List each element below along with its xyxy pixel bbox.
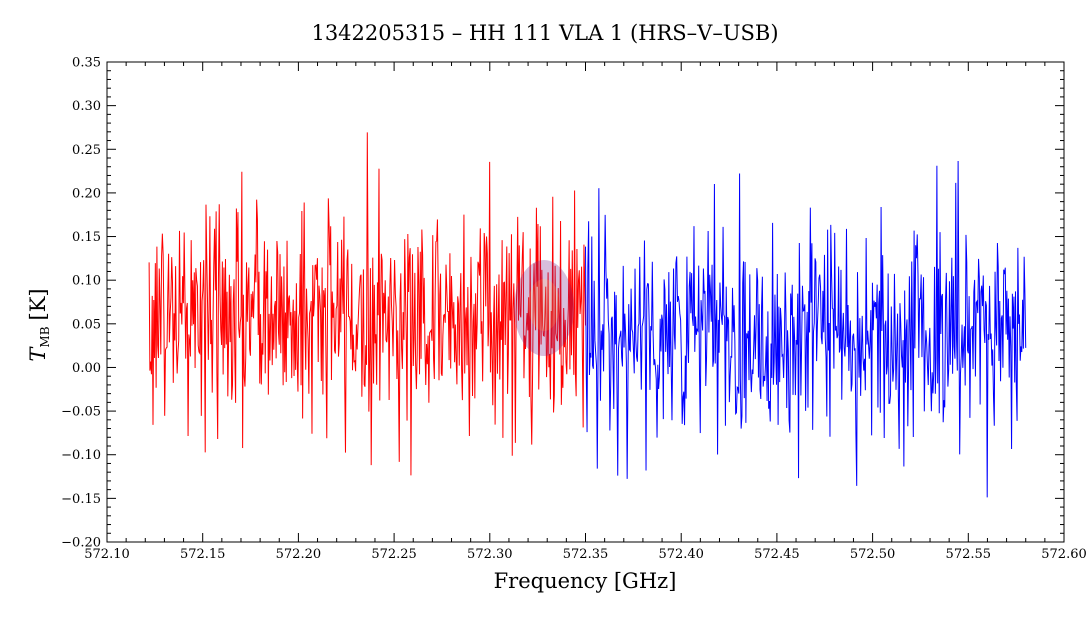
y-tick-label: −0.05: [61, 405, 101, 420]
herschel-logo: [514, 260, 574, 356]
y-axis-title-sub: MB: [38, 326, 52, 347]
x-tick-label: 572.10: [84, 547, 130, 562]
x-tick-label: 572.25: [371, 547, 417, 562]
y-tick-label: −0.20: [61, 536, 101, 551]
y-tick-label: −0.15: [61, 492, 101, 507]
y-tick-label: −0.10: [61, 448, 101, 463]
x-tick-label: 572.40: [658, 547, 704, 562]
series-line-1: [148, 132, 586, 476]
series-layer: [148, 132, 1027, 498]
y-tick-label: 0.25: [72, 143, 101, 158]
y-axis-title-main: T: [26, 346, 50, 362]
x-tick-label: 572.55: [946, 547, 992, 562]
x-tick-label: 572.20: [276, 547, 322, 562]
x-tick-label: 572.35: [563, 547, 609, 562]
y-tick-label: 0.10: [72, 274, 101, 289]
chart-title: 1342205315 – HH 111 VLA 1 (HRS–V–USB): [311, 21, 778, 45]
y-tick-label: 0.20: [72, 186, 101, 201]
y-tick-label: 0.00: [72, 361, 101, 376]
y-tick-label: 0.30: [72, 99, 101, 114]
x-tick-label: 572.30: [467, 547, 513, 562]
x-tick-label: 572.60: [1041, 547, 1087, 562]
series-line-2: [585, 161, 1027, 498]
x-tick-label: 572.15: [180, 547, 226, 562]
y-tick-label: 0.15: [72, 230, 101, 245]
y-axis-title-unit: [K]: [26, 288, 50, 320]
y-axis-title: TMB [K]: [26, 288, 52, 361]
x-axis: 572.10 572.15 572.20 572.25 572.30 572.35 572.…: [84, 62, 1087, 562]
x-tick-label: 572.50: [850, 547, 896, 562]
y-tick-label: 0.05: [72, 317, 101, 332]
x-tick-label: 572.45: [754, 547, 800, 562]
x-axis-title: Frequency [GHz]: [494, 569, 677, 593]
y-axis: −0.20 −0.15 −0.10 −0.05 0.00 0.05 0.10 0.15 0.20…: [61, 56, 1064, 551]
y-tick-label: 0.35: [72, 56, 101, 71]
